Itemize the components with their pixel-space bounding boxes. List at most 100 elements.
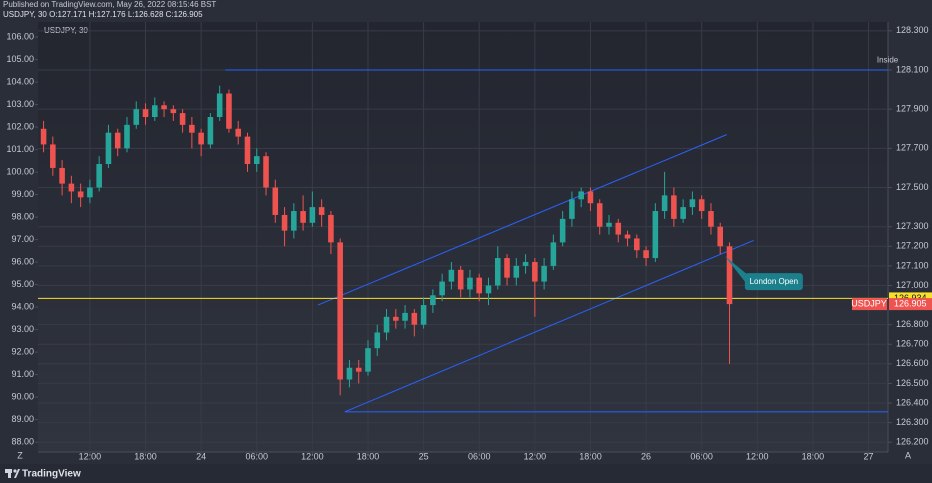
candle-body: [328, 214, 334, 243]
brand: TradingView: [22, 469, 81, 480]
x-tick-label: 06:00: [690, 451, 713, 461]
candle-body: [457, 269, 464, 290]
y2-tick-label: 91.00: [11, 369, 34, 379]
candle-body: [309, 207, 316, 223]
candle-body: [291, 211, 297, 231]
candle-body: [207, 117, 214, 145]
candle-body: [189, 124, 195, 133]
candle-body: [448, 269, 455, 282]
y2-tick-label: 89.00: [11, 414, 34, 424]
y2-tick-label: 98.00: [11, 211, 34, 221]
candle-body: [365, 348, 371, 372]
y2-tick-label: 104.00: [6, 76, 34, 86]
y2-tick-label: 95.00: [11, 279, 34, 289]
candle-body: [643, 250, 649, 259]
candle-body: [226, 93, 232, 129]
logo-mark: [14, 469, 20, 478]
y-tick-label: 127.300: [896, 221, 929, 231]
y-tick-label: 127.700: [896, 143, 929, 153]
candle-body: [522, 261, 529, 266]
x-tick-label: 06:00: [245, 451, 268, 461]
auto-scale-button[interactable]: A: [905, 450, 911, 460]
y-tick-label: 126.400: [896, 397, 929, 407]
x-tick-label: 18:00: [134, 451, 157, 461]
candle-body: [59, 167, 65, 184]
candle-body: [439, 281, 445, 296]
symbol-tag-label: USDJPY: [851, 298, 887, 308]
candle-body: [467, 277, 473, 290]
candle-body: [411, 312, 418, 325]
y2-tick-label: 93.00: [11, 324, 34, 334]
candle-body: [253, 156, 260, 165]
candle-body: [513, 265, 520, 278]
candle-body: [708, 211, 714, 227]
candle-body: [235, 128, 241, 137]
x-tick-label: 27: [864, 451, 874, 461]
y-tick-label: 126.500: [896, 378, 929, 388]
y-tick-label: 127.000: [896, 280, 929, 290]
y2-tick-label: 100.00: [6, 166, 34, 176]
brand-logo: TradingView: [5, 469, 81, 480]
timezone-button[interactable]: Z: [17, 450, 23, 460]
x-tick-label: 26: [641, 451, 651, 461]
x-tick-label: 12:00: [301, 451, 324, 461]
candle-body: [244, 136, 251, 165]
candle-body: [393, 316, 399, 321]
logo-mark: [13, 469, 17, 473]
candle-body: [671, 195, 677, 219]
candle-body: [337, 242, 343, 380]
publish-note: Published on TradingView.com, May 26, 20…: [3, 0, 216, 9]
candle-body: [263, 156, 269, 188]
callout-box: [744, 273, 803, 291]
candle-body: [50, 144, 56, 168]
x-tick-label: 12:00: [524, 451, 547, 461]
candle-body: [216, 93, 223, 118]
y-tick-label: 127.100: [896, 260, 929, 270]
candle-body: [596, 203, 603, 227]
y-tick-label: 128.100: [896, 64, 929, 74]
y-tick-label: 127.500: [896, 182, 929, 192]
candle-body: [87, 187, 93, 198]
candle-body: [68, 183, 75, 192]
candle-body: [689, 199, 696, 208]
candle-body: [152, 105, 158, 118]
y2-tick-label: 106.00: [6, 31, 34, 41]
candle-body: [504, 258, 510, 278]
candle-body: [615, 222, 622, 235]
y2-tick-label: 99.00: [11, 189, 34, 199]
x-tick-label: 25: [419, 451, 429, 461]
callout-label: London Open: [750, 277, 799, 286]
candle-body: [541, 265, 547, 282]
x-tick-label: 06:00: [468, 451, 491, 461]
y2-tick-label: 90.00: [11, 391, 34, 401]
symbol-tag: [852, 298, 887, 311]
x-tick-label: 18:00: [579, 451, 602, 461]
candle-body: [355, 367, 362, 372]
candle-body: [114, 132, 121, 149]
candle-body: [281, 214, 288, 231]
candle-body: [550, 242, 557, 266]
candle-body: [272, 187, 279, 215]
y-tick-label: 127.200: [896, 241, 929, 251]
y2-tick-label: 103.00: [6, 99, 34, 109]
candle-body: [402, 312, 408, 321]
plot-area: [38, 22, 888, 452]
candle-body: [142, 109, 149, 118]
trend-line: [344, 239, 754, 413]
price-tag: [889, 298, 932, 311]
y2-tick-label: 97.00: [11, 234, 34, 244]
y2-tick-label: 105.00: [6, 54, 34, 64]
candle-body: [661, 195, 668, 212]
candle-body: [161, 105, 167, 110]
candle-body: [77, 191, 84, 198]
y2-tick-label: 102.00: [6, 121, 34, 131]
candle-body: [318, 207, 325, 215]
candle-body: [634, 238, 640, 251]
candle-body: [300, 211, 306, 223]
x-tick-label: 18:00: [802, 451, 825, 461]
x-tick-label: 24: [196, 451, 206, 461]
candle-body: [40, 128, 47, 145]
x-tick-label: 12:00: [746, 451, 769, 461]
price-tag-label: 126.905: [894, 298, 927, 308]
